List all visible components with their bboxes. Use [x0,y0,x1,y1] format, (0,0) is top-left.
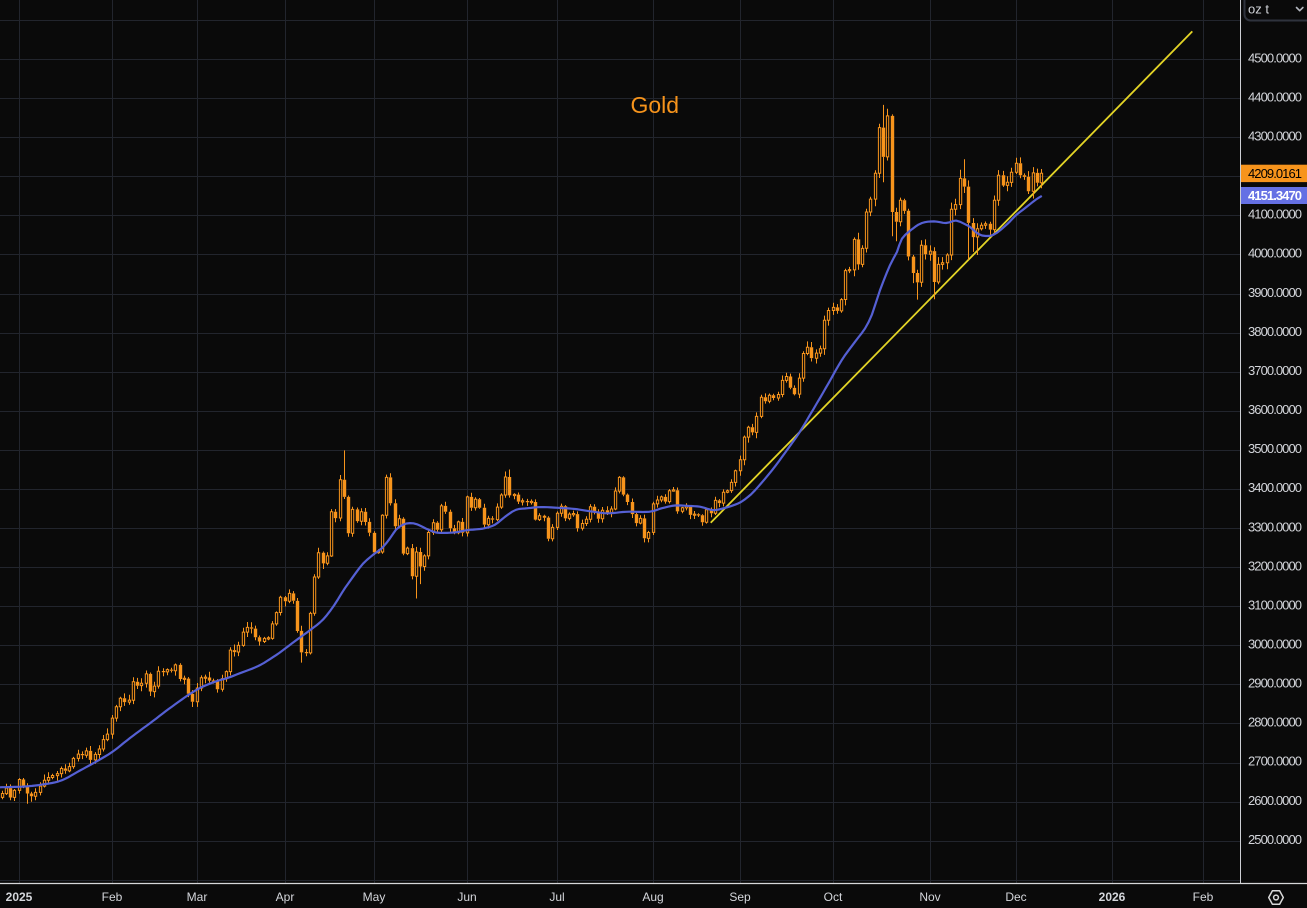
svg-text:Nov: Nov [919,890,940,904]
svg-text:Gold: Gold [631,92,680,118]
svg-text:Oct: Oct [824,890,843,904]
svg-text:Feb: Feb [102,890,123,904]
svg-text:3900.0000: 3900.0000 [1248,285,1302,300]
svg-text:Feb: Feb [1193,890,1214,904]
svg-text:Dec: Dec [1005,890,1026,904]
svg-text:3400.0000: 3400.0000 [1248,480,1302,495]
svg-text:2500.0000: 2500.0000 [1248,832,1302,847]
svg-text:2800.0000: 2800.0000 [1248,715,1302,730]
svg-text:Mar: Mar [187,890,208,904]
svg-text:3500.0000: 3500.0000 [1248,441,1302,456]
svg-text:oz t: oz t [1248,2,1269,17]
svg-text:Jun: Jun [457,890,476,904]
svg-text:3800.0000: 3800.0000 [1248,324,1302,339]
svg-text:4000.0000: 4000.0000 [1248,246,1302,261]
svg-text:Aug: Aug [642,890,663,904]
svg-text:Apr: Apr [276,890,295,904]
svg-text:3300.0000: 3300.0000 [1248,519,1302,534]
svg-text:2600.0000: 2600.0000 [1248,793,1302,808]
svg-text:4151.3470: 4151.3470 [1248,188,1302,203]
svg-text:3600.0000: 3600.0000 [1248,402,1302,417]
svg-text:3200.0000: 3200.0000 [1248,558,1302,573]
svg-text:2900.0000: 2900.0000 [1248,676,1302,691]
svg-text:2700.0000: 2700.0000 [1248,754,1302,769]
svg-text:Jul: Jul [549,890,564,904]
svg-text:4100.0000: 4100.0000 [1248,207,1302,222]
svg-text:4500.0000: 4500.0000 [1248,50,1302,65]
svg-text:4400.0000: 4400.0000 [1248,89,1302,104]
svg-text:3700.0000: 3700.0000 [1248,363,1302,378]
svg-text:Sep: Sep [729,890,751,904]
svg-text:2025: 2025 [6,890,33,904]
svg-text:3100.0000: 3100.0000 [1248,597,1302,612]
svg-text:4209.0161: 4209.0161 [1248,166,1302,181]
svg-text:2026: 2026 [1099,890,1126,904]
svg-text:May: May [363,890,386,904]
svg-text:4300.0000: 4300.0000 [1248,129,1302,144]
svg-text:3000.0000: 3000.0000 [1248,637,1302,652]
